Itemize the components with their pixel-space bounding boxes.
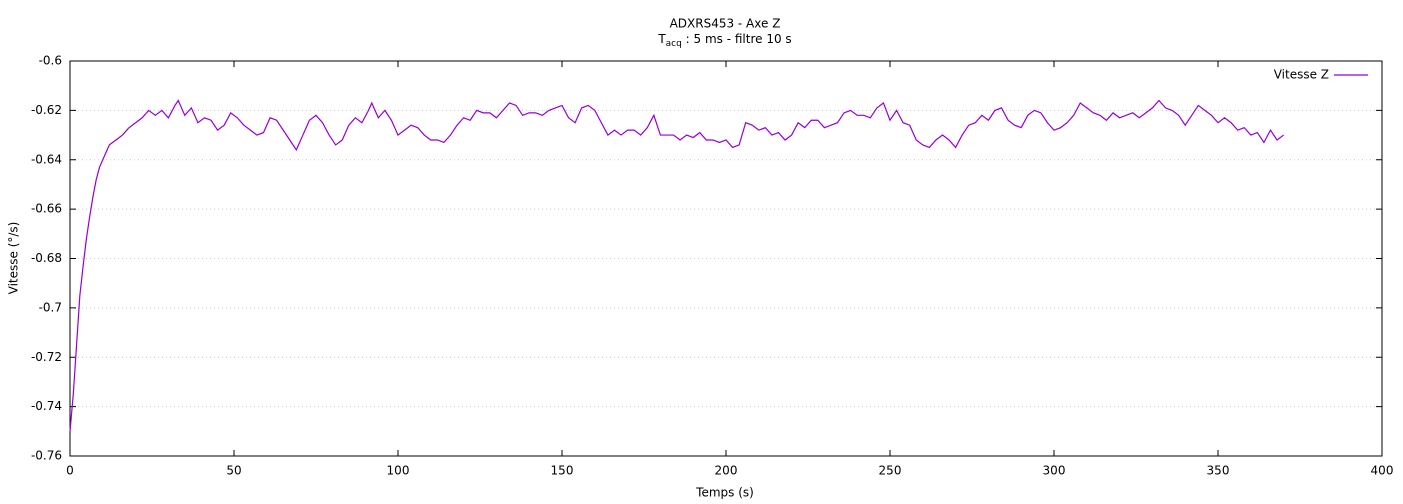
y-tick-label: -0.68 [31, 251, 62, 265]
y-tick-label: -0.72 [31, 350, 62, 364]
x-axis-label: Temps (s) [695, 486, 754, 500]
y-tick-label: -0.6 [39, 54, 62, 68]
plot-frame [69, 60, 1383, 457]
x-tick-label: 200 [715, 464, 738, 478]
y-tick-label: -0.62 [31, 103, 62, 117]
x-tick-label: 100 [387, 464, 410, 478]
subtitle-subscript: acq [666, 39, 682, 49]
x-tick-label: 150 [551, 464, 574, 478]
y-axis-label: Vitesse (°/s) [7, 222, 21, 295]
x-tick-label: 400 [1371, 464, 1394, 478]
x-tick-label: 300 [1043, 464, 1066, 478]
x-tick-label: 50 [226, 464, 241, 478]
chart-subtitle: Tacq : 5 ms - filtre 10 s [657, 32, 791, 49]
subtitle-rest: : 5 ms - filtre 10 s [682, 32, 792, 46]
x-tick-label: 0 [66, 464, 74, 478]
data-line [69, 99, 1284, 432]
legend-label: Vitesse Z [1274, 68, 1329, 82]
chart-title: ADXRS453 - Axe Z [670, 17, 781, 31]
y-tick-label: -0.74 [31, 399, 62, 413]
x-tick-label: 250 [879, 464, 902, 478]
subtitle-main: T [657, 32, 666, 46]
y-tick-label: -0.66 [31, 202, 62, 216]
y-tick-label: -0.76 [31, 449, 62, 463]
y-tick-label: -0.64 [31, 152, 62, 166]
x-tick-label: 350 [1207, 464, 1230, 478]
y-tick-label: -0.7 [39, 300, 62, 314]
